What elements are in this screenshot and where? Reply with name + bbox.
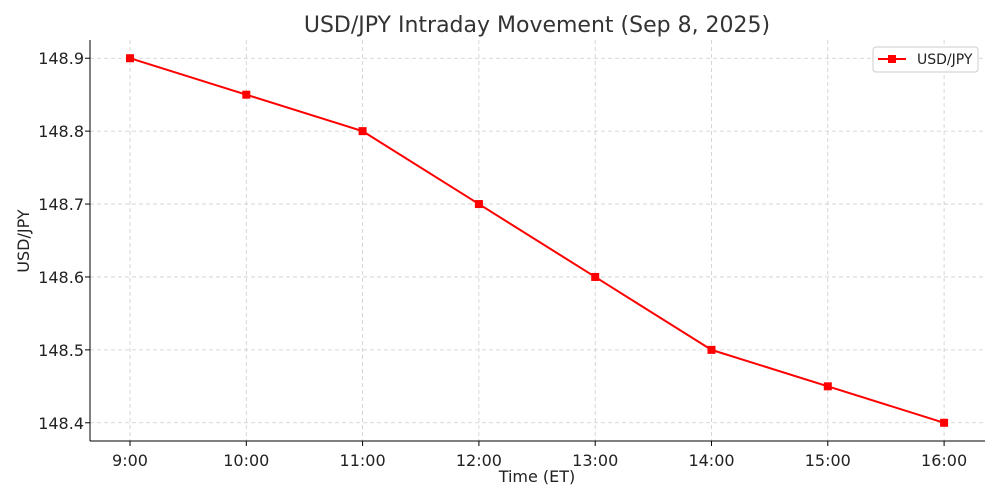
y-tick-label: 148.5 [38,341,84,360]
y-tick-label: 148.8 [38,122,84,141]
data-point-marker [707,345,716,354]
data-point-marker [474,200,483,209]
data-point-marker [358,127,367,136]
y-tick-label: 148.4 [38,414,84,433]
legend-label: USD/JPY [917,52,973,68]
y-tick-label: 148.7 [38,195,84,214]
chart-title: USD/JPY Intraday Movement (Sep 8, 2025) [304,13,770,38]
series [126,54,949,427]
x-tick-label: 15:00 [805,451,851,470]
x-tick-label: 9:00 [112,451,148,470]
data-point-marker [126,54,134,63]
x-tick-label: 12:00 [456,451,502,470]
data-point-marker [242,90,251,99]
y-tick-label: 148.6 [38,268,84,287]
data-point-marker [940,418,949,427]
series-line [129,57,945,424]
legend: USD/JPY [872,46,979,73]
x-tick-label: 10:00 [223,451,269,470]
ticks: 9:00 10:00 11:00 12:00 13:00 14:00 15:00 16:00 1… [38,49,967,470]
y-tick-label: 148.9 [38,49,84,68]
legend-marker [888,55,896,63]
data-point-marker [823,382,832,391]
x-tick-label: 13:00 [572,451,618,470]
data-point-marker [591,272,600,281]
x-tick-label: 16:00 [921,451,967,470]
x-tick-label: 14:00 [688,451,734,470]
grid [90,40,985,441]
axes [89,40,985,442]
x-tick-label: 11:00 [340,451,386,470]
y-axis-label: USD/JPY [14,209,33,273]
x-axis-label: Time (ET) [498,467,576,486]
legend-box [872,46,979,73]
